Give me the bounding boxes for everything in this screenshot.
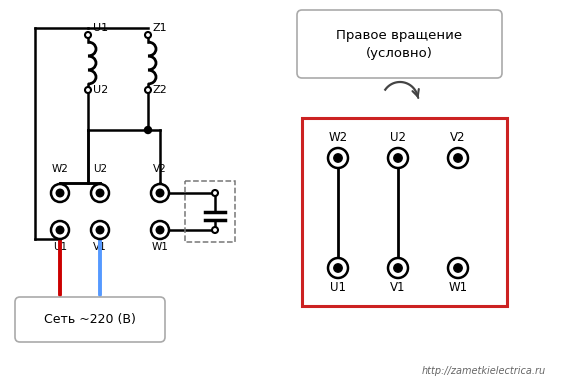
Circle shape	[91, 221, 109, 239]
Text: W1: W1	[151, 242, 168, 252]
Circle shape	[85, 87, 91, 93]
Circle shape	[212, 190, 218, 196]
Text: W1: W1	[448, 281, 467, 294]
Text: U2: U2	[93, 164, 107, 174]
Circle shape	[394, 264, 402, 272]
FancyBboxPatch shape	[302, 118, 507, 306]
Text: U1: U1	[53, 242, 67, 252]
Text: V1: V1	[390, 281, 406, 294]
Circle shape	[91, 184, 109, 202]
Circle shape	[334, 264, 342, 272]
Circle shape	[56, 226, 64, 234]
Circle shape	[51, 221, 69, 239]
Text: W2: W2	[328, 131, 348, 144]
Circle shape	[151, 221, 169, 239]
Text: U1: U1	[330, 281, 346, 294]
Circle shape	[156, 189, 164, 197]
Circle shape	[145, 127, 151, 134]
Circle shape	[448, 148, 468, 168]
Circle shape	[145, 32, 151, 38]
Text: U1: U1	[93, 23, 108, 33]
Circle shape	[145, 87, 151, 93]
Text: W2: W2	[52, 164, 68, 174]
Text: V1: V1	[93, 242, 107, 252]
Circle shape	[151, 184, 169, 202]
FancyBboxPatch shape	[297, 10, 502, 78]
Circle shape	[85, 32, 91, 38]
Text: Z2: Z2	[153, 85, 168, 95]
Circle shape	[328, 258, 348, 278]
Circle shape	[212, 227, 218, 233]
Circle shape	[328, 148, 348, 168]
Text: Правое вращение
(условно): Правое вращение (условно)	[336, 29, 462, 60]
Circle shape	[96, 226, 104, 234]
Text: Сеть ~220 (В): Сеть ~220 (В)	[44, 312, 136, 325]
Circle shape	[448, 258, 468, 278]
Circle shape	[388, 148, 408, 168]
Text: V2: V2	[153, 164, 167, 174]
Text: U2: U2	[390, 131, 406, 144]
Circle shape	[156, 226, 164, 234]
Circle shape	[388, 258, 408, 278]
Text: V2: V2	[450, 131, 466, 144]
Circle shape	[96, 189, 104, 197]
Circle shape	[56, 189, 64, 197]
Text: U2: U2	[93, 85, 108, 95]
Circle shape	[51, 184, 69, 202]
Text: Z1: Z1	[153, 23, 168, 33]
Circle shape	[454, 264, 462, 272]
Circle shape	[454, 154, 462, 162]
Circle shape	[394, 154, 402, 162]
Text: http://zametkielectrica.ru: http://zametkielectrica.ru	[422, 366, 546, 376]
FancyBboxPatch shape	[15, 297, 165, 342]
Circle shape	[334, 154, 342, 162]
